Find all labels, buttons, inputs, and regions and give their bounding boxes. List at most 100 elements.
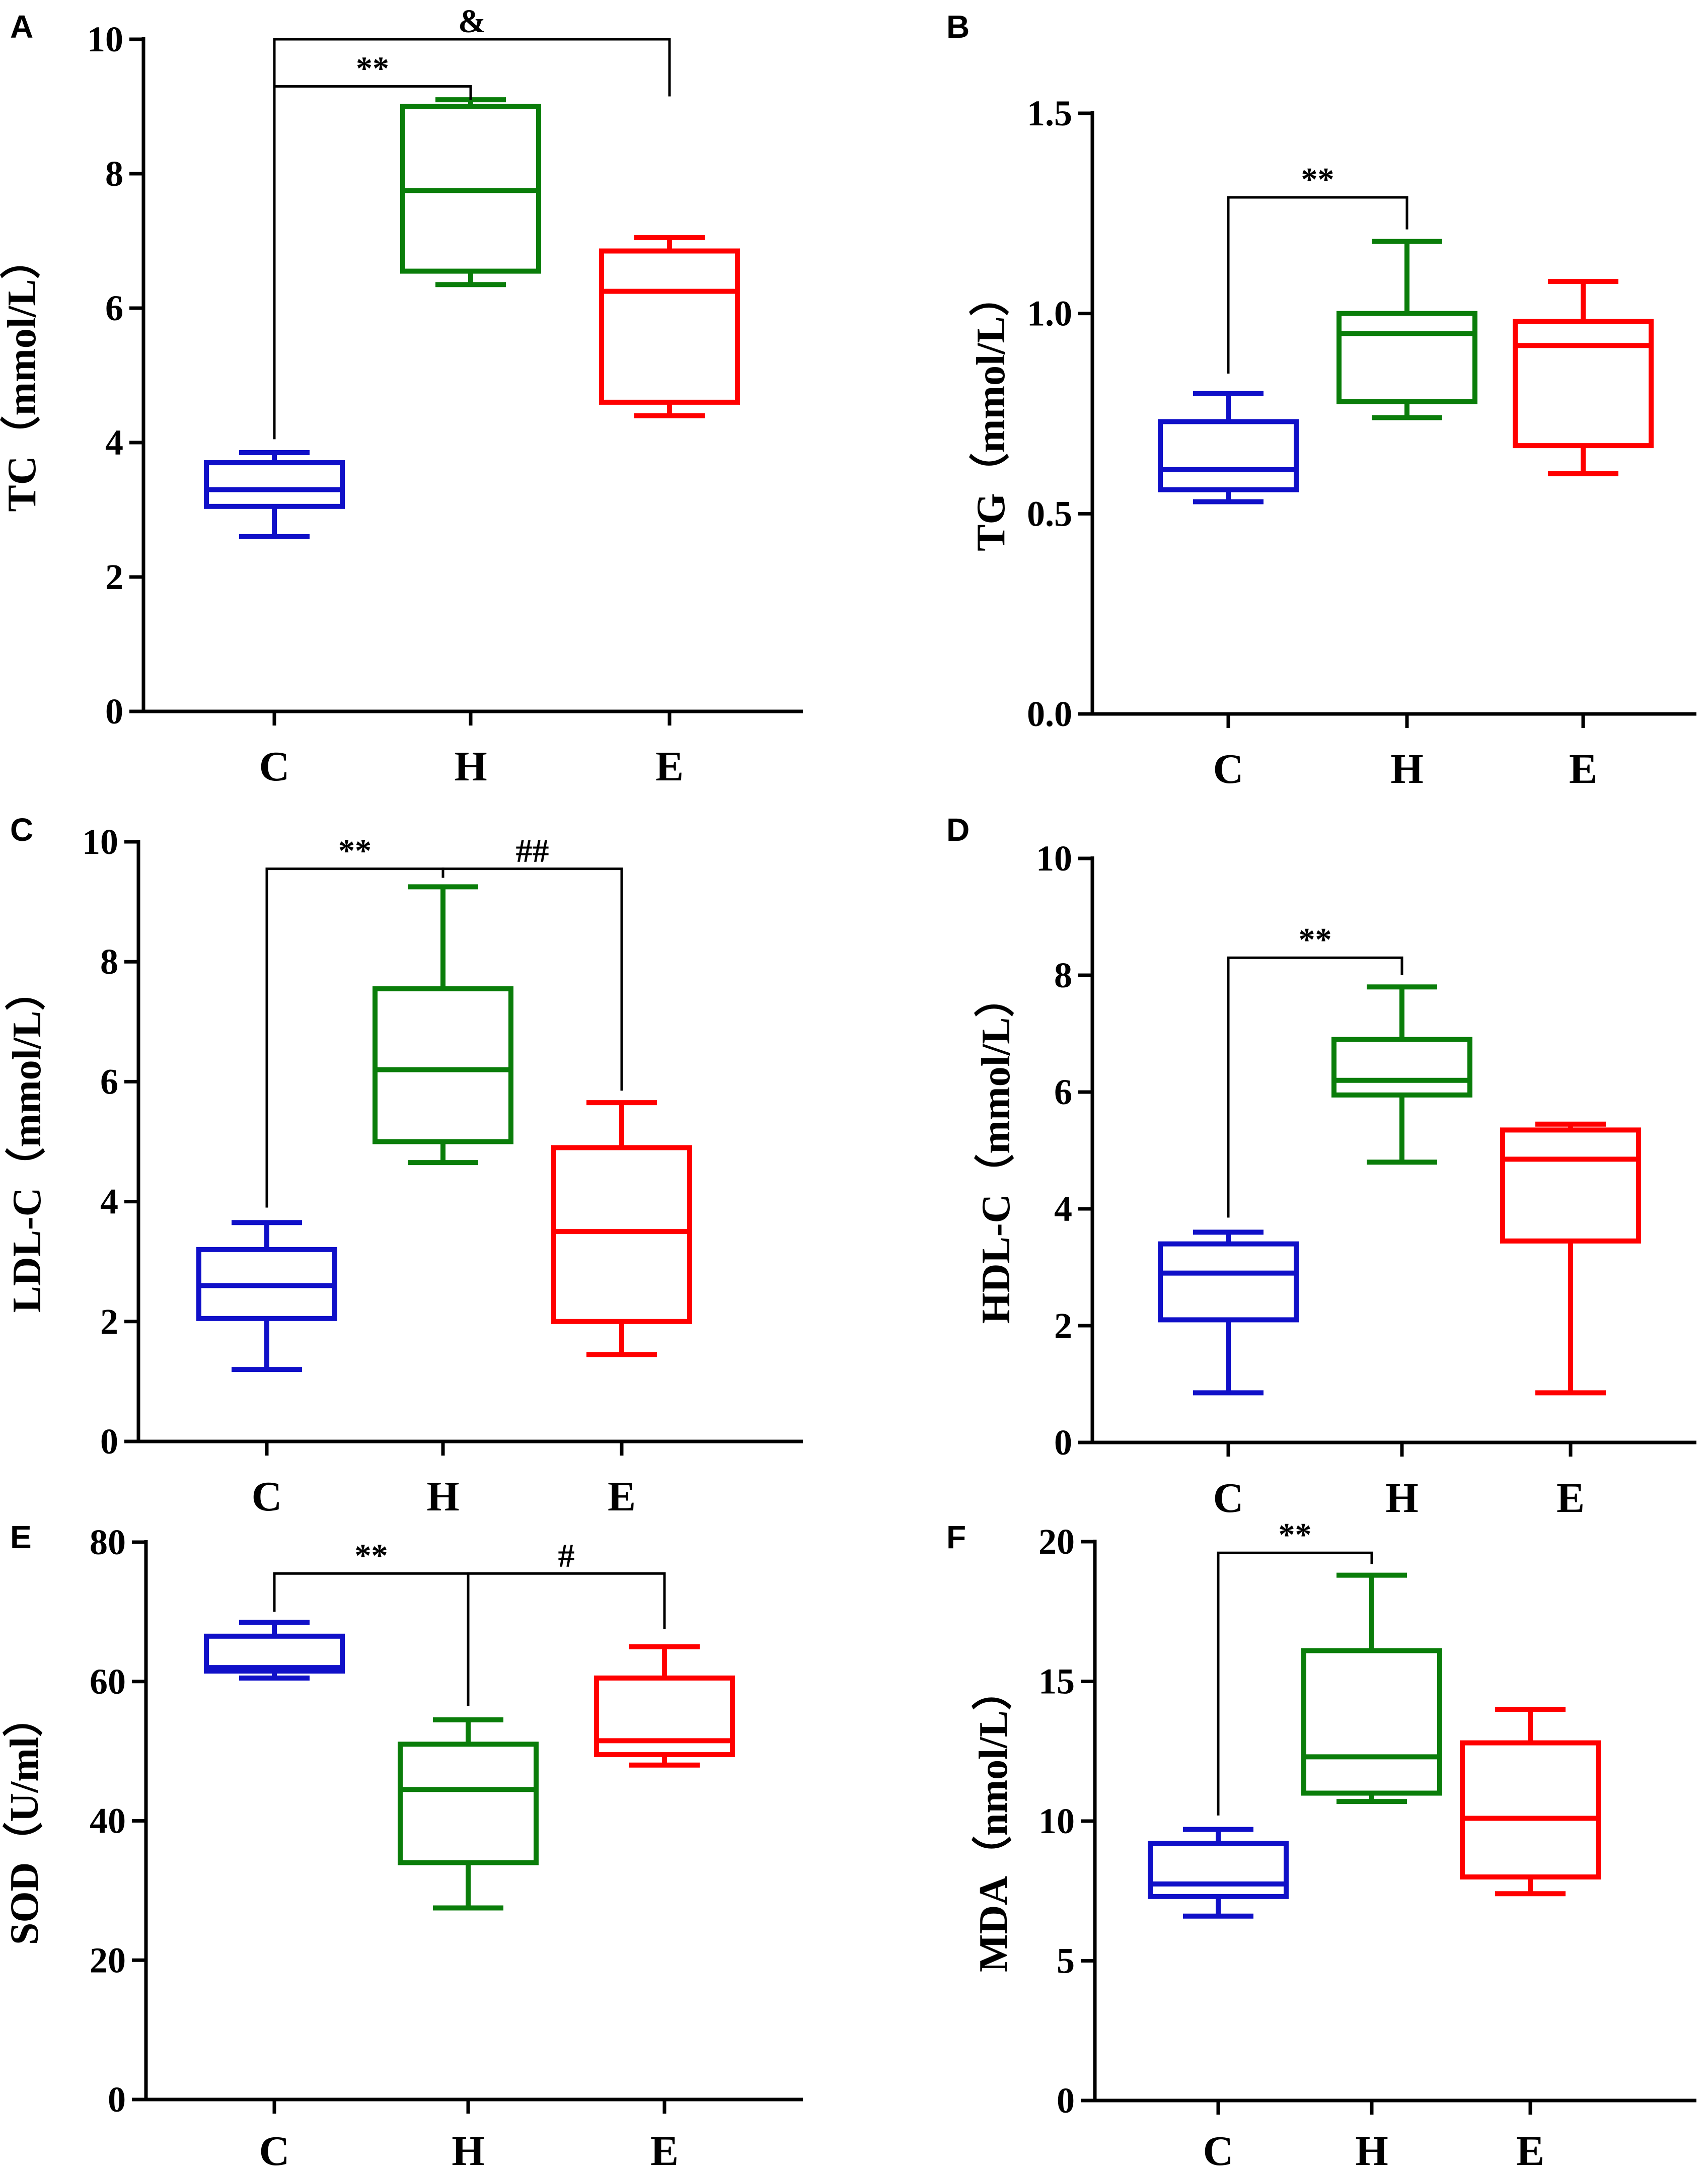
box-c	[204, 1620, 345, 1681]
box-h	[1336, 239, 1477, 420]
box-iqr	[1158, 419, 1299, 492]
panel-letter: D	[946, 812, 970, 848]
box-iqr	[1301, 1648, 1442, 1796]
y-tick-label: 0.0	[1027, 694, 1072, 734]
box-iqr	[1148, 1841, 1289, 1899]
box-c	[1158, 391, 1299, 504]
y-tick-label: 0.5	[1027, 493, 1072, 534]
x-tick-label: H	[1385, 1475, 1418, 1522]
box-iqr	[599, 248, 740, 405]
panel-letter: C	[10, 812, 33, 848]
y-tick-label: 8	[100, 942, 118, 982]
box-iqr	[204, 460, 345, 509]
x-tick-label: H	[1390, 746, 1423, 792]
y-tick-label: 2	[1054, 1306, 1072, 1346]
y-tick-label: 2	[105, 557, 123, 597]
box-iqr	[204, 1633, 345, 1674]
significance-label: **	[1279, 1516, 1312, 1553]
x-tick-label: C	[1203, 2128, 1234, 2171]
y-tick-label: 1.5	[1027, 93, 1072, 133]
x-tick-label: E	[608, 1473, 636, 1520]
y-tick-label: 40	[90, 1801, 126, 1841]
box-e	[594, 1644, 735, 1768]
significance-label: **	[356, 50, 389, 87]
significance-bracket: &	[273, 3, 671, 97]
y-tick-label: 8	[105, 154, 123, 194]
x-tick-label: E	[1556, 1475, 1585, 1522]
y-tick-label: 1.0	[1027, 294, 1072, 334]
box-h	[1301, 1572, 1442, 1804]
box-c	[1148, 1827, 1289, 1919]
bracket-line	[273, 85, 472, 440]
significance-bracket: **	[1227, 921, 1403, 1218]
significance-bracket: #	[467, 1537, 666, 1706]
y-tick-label: 20	[90, 1940, 126, 1980]
y-tick-label: 15	[1038, 1661, 1075, 1702]
significance-label: **	[355, 1537, 388, 1574]
box-h	[398, 1717, 539, 1911]
box-iqr	[1331, 1037, 1472, 1098]
box-e	[1513, 279, 1654, 476]
y-tick-label: 0	[1054, 1422, 1072, 1463]
y-axis-label: TC（mmol/L）	[0, 239, 44, 512]
box-h	[400, 97, 541, 287]
y-tick-label: 10	[1036, 838, 1072, 879]
significance-label: **	[1301, 161, 1334, 198]
box-iqr	[594, 1675, 735, 1758]
panel-e: E 0 20 40 60 80 C H E SOD（U/ml） ** #	[3, 1519, 803, 2171]
significance-bracket: **	[1227, 161, 1408, 374]
box-iqr	[1460, 1740, 1601, 1880]
significance-bracket: **	[273, 50, 472, 440]
panel-c: C 0 2 4 6 8 10 C H E LDL-C（mmol/L） ** ##	[5, 812, 803, 1520]
panel-a: A 0 2 4 6 8 10 C H E TC（mmol/L） ** &	[0, 3, 803, 790]
box-c	[204, 450, 345, 539]
bracket-line	[273, 38, 671, 97]
x-tick-label: H	[1355, 2128, 1388, 2171]
box-e	[1500, 1121, 1641, 1396]
panel-b: B 0.0 0.5 1.0 1.5 C H E TG（mmol/L） **	[946, 9, 1696, 792]
y-tick-label: 8	[1054, 955, 1072, 995]
y-tick-label: 60	[90, 1661, 126, 1702]
y-axis-label: MDA（nmol/L）	[972, 1670, 1016, 1972]
bracket-line	[1227, 956, 1403, 1218]
panel-letter: A	[10, 9, 33, 45]
box-iqr	[373, 986, 513, 1144]
bracket-line	[441, 867, 623, 1091]
x-tick-label: E	[650, 2128, 679, 2171]
x-tick-label: E	[655, 743, 684, 790]
significance-label: ##	[516, 833, 549, 870]
box-iqr	[1500, 1127, 1641, 1244]
bracket-line	[467, 1572, 666, 1706]
panel-letter: E	[10, 1519, 32, 1555]
significance-label: **	[338, 833, 372, 870]
y-tick-label: 0	[100, 1421, 118, 1462]
significance-label: **	[1299, 921, 1332, 958]
x-tick-label: C	[252, 1473, 282, 1520]
y-tick-label: 5	[1057, 1941, 1075, 1981]
x-tick-label: C	[259, 743, 290, 790]
y-axis-label: SOD（U/ml）	[3, 1697, 47, 1945]
x-tick-label: C	[259, 2128, 290, 2171]
y-tick-label: 80	[90, 1522, 126, 1562]
y-tick-label: 20	[1038, 1522, 1075, 1562]
significance-bracket: ##	[441, 833, 623, 1091]
x-tick-label: H	[454, 743, 487, 790]
y-tick-label: 10	[87, 19, 123, 59]
panel-f: F 0 5 10 15 20 C H E MDA（nmol/L） **	[946, 1516, 1696, 2171]
panel-d: D 0 2 4 6 8 10 C H E HDL-C（mmol/L） **	[946, 812, 1696, 1522]
y-axis-label: HDL-C（mmol/L）	[974, 977, 1018, 1324]
box-iqr	[551, 1145, 692, 1324]
y-tick-label: 6	[1054, 1072, 1072, 1112]
y-tick-label: 0	[105, 691, 123, 732]
box-iqr	[1513, 319, 1654, 449]
y-tick-label: 6	[100, 1061, 118, 1102]
significance-label: #	[558, 1537, 575, 1574]
y-axis-label: TG（mmol/L）	[969, 276, 1013, 551]
y-tick-label: 10	[82, 822, 118, 862]
y-tick-label: 0	[108, 2079, 126, 2120]
bracket-line	[1217, 1551, 1373, 1816]
y-tick-label: 4	[1054, 1189, 1072, 1229]
box-e	[551, 1100, 692, 1357]
y-tick-label: 10	[1038, 1801, 1075, 1841]
box-c	[1158, 1229, 1299, 1396]
